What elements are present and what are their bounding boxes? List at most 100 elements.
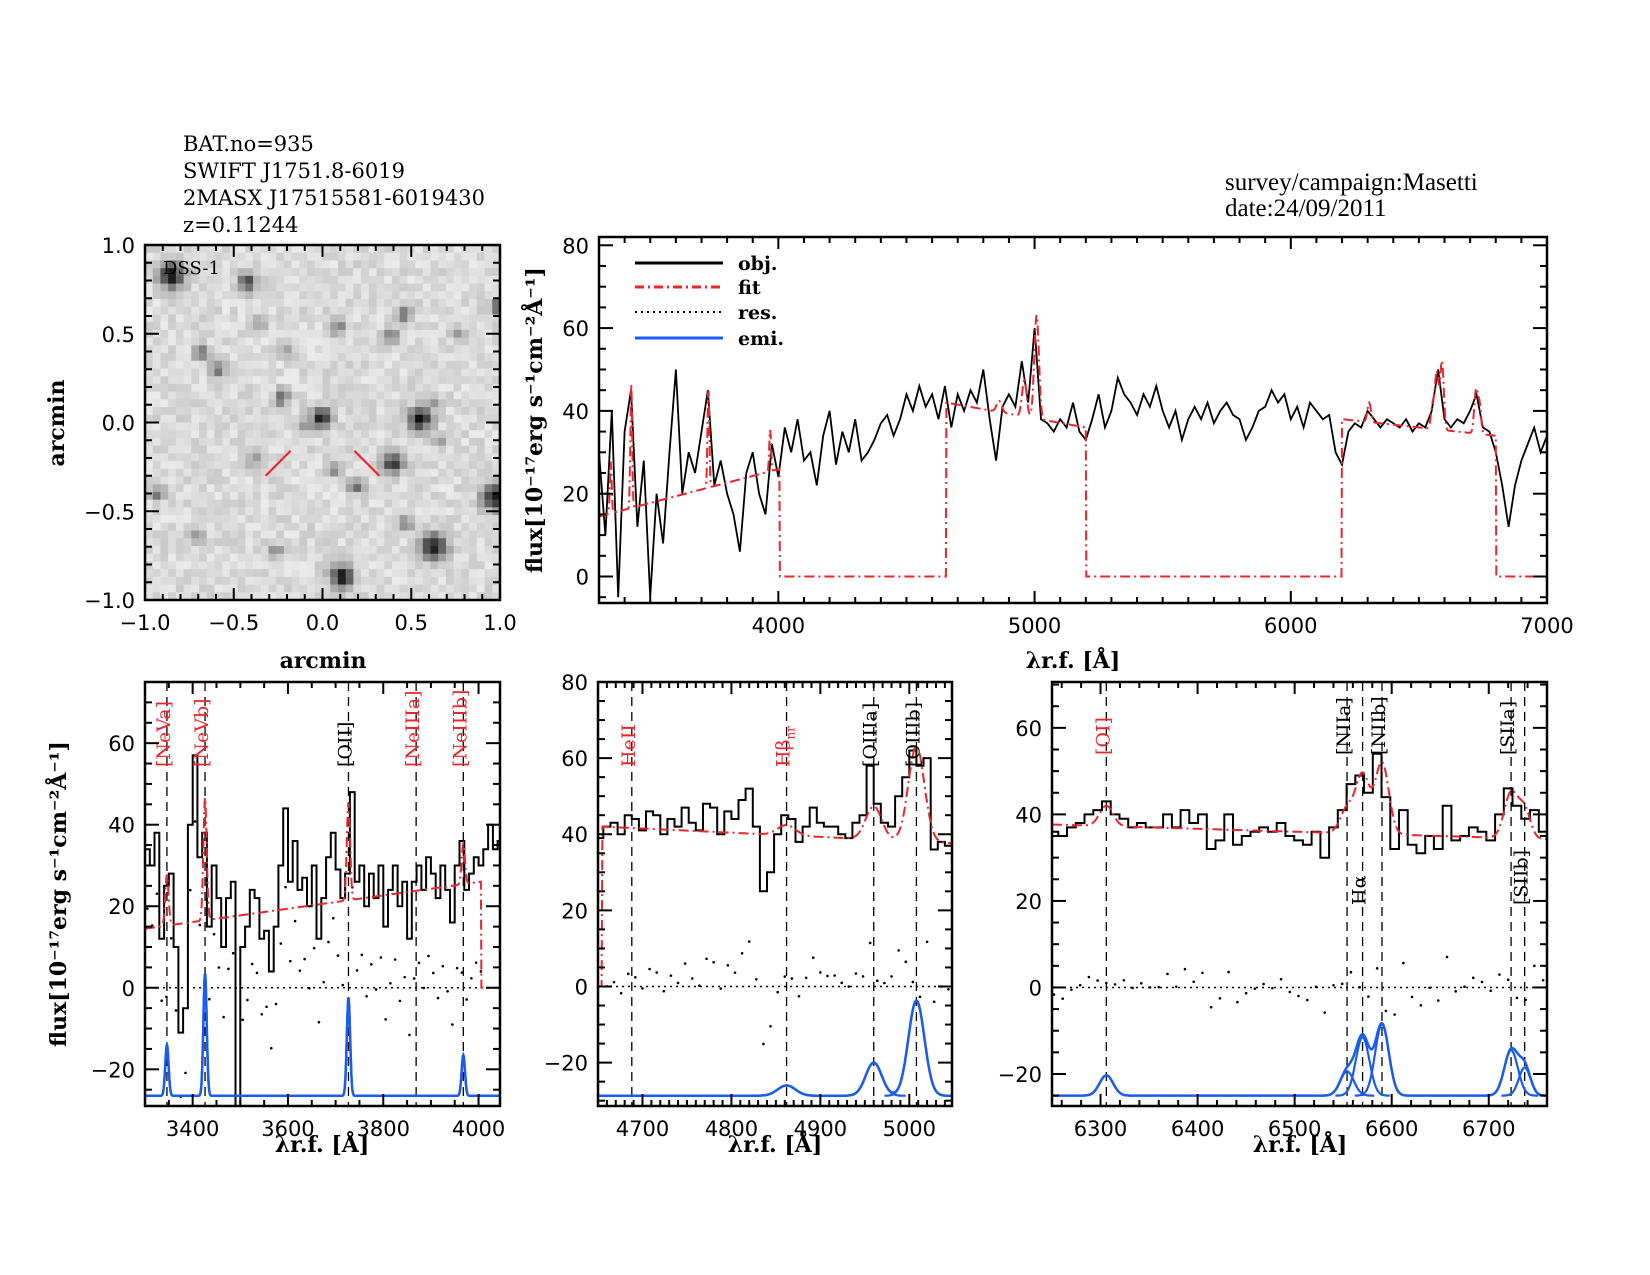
image-pixel — [291, 422, 300, 431]
residual-point — [868, 941, 872, 945]
image-pixel — [399, 260, 408, 269]
image-pixel — [229, 329, 239, 339]
image-pixel — [438, 291, 447, 300]
image-pixel — [469, 337, 478, 346]
image-pixel — [183, 337, 192, 346]
image-pixel — [314, 569, 323, 578]
image-pixel — [260, 299, 269, 308]
image-pixel — [453, 353, 462, 362]
image-pixel — [476, 283, 485, 292]
image-pixel — [368, 484, 377, 493]
image-pixel — [384, 353, 393, 362]
image-pixel — [245, 476, 254, 485]
image-pixel — [445, 268, 455, 277]
image-pixel — [469, 499, 478, 508]
image-pixel — [376, 468, 385, 477]
residual-point — [169, 936, 173, 940]
image-pixel — [430, 353, 439, 362]
image-pixel — [160, 260, 169, 269]
image-pixel — [206, 453, 215, 462]
image-pixel — [253, 592, 262, 601]
image-pixel — [422, 275, 431, 284]
image-pixel — [145, 306, 154, 315]
residual-point — [1253, 987, 1257, 990]
image-pixel — [245, 461, 254, 470]
image-pixel — [476, 530, 485, 539]
image-pixel — [199, 515, 208, 524]
image-pixel — [461, 437, 470, 447]
image-pixel — [314, 314, 323, 323]
line-label: [NeIIIa] — [402, 690, 424, 767]
image-pixel — [237, 283, 246, 292]
image-pixel — [484, 437, 493, 447]
image-pixel — [461, 538, 470, 547]
image-pixel — [484, 561, 493, 570]
image-pixel — [345, 545, 354, 555]
image-pixel — [476, 391, 485, 400]
image-pixel — [492, 306, 501, 315]
image-pixel — [237, 522, 246, 531]
image-pixel — [461, 515, 470, 524]
image-pixel — [391, 407, 401, 416]
image-pixel — [330, 476, 339, 485]
image-pixel — [461, 522, 470, 531]
image-pixel — [199, 522, 208, 531]
image-pixel — [384, 345, 393, 354]
residual-point — [293, 919, 297, 923]
image-pixel — [206, 437, 215, 447]
image-pixel — [191, 275, 200, 284]
image-pixel — [237, 260, 246, 269]
image-pixel — [438, 522, 447, 531]
image-pixel — [445, 360, 455, 369]
image-pixel — [345, 515, 354, 524]
image-pixel — [291, 553, 300, 562]
image-pixel — [453, 268, 462, 277]
image-pixel — [391, 491, 401, 501]
image-pixel — [407, 530, 416, 539]
image-pixel — [191, 453, 200, 462]
image-pixel — [330, 561, 339, 570]
image-pixel — [229, 368, 239, 377]
image-pixel — [422, 399, 431, 408]
y-tick-label: 0 — [1029, 976, 1042, 1000]
image-pixel — [253, 391, 262, 400]
image-pixel — [222, 399, 231, 408]
image-pixel — [276, 522, 285, 531]
image-pixel — [337, 430, 347, 439]
image-pixel — [322, 576, 331, 585]
image-pixel — [237, 314, 246, 323]
image-pixel — [453, 306, 462, 315]
image-pixel — [322, 322, 331, 331]
image-pixel — [415, 360, 424, 369]
image-pixel — [415, 461, 424, 470]
image-pixel — [314, 353, 323, 362]
y-tick-label: 40 — [561, 823, 588, 847]
image-pixel — [345, 353, 354, 362]
image-pixel — [492, 407, 501, 416]
image-pixel — [268, 252, 277, 261]
image-pixel — [206, 275, 215, 284]
image-pixel — [191, 515, 200, 524]
line-label: [OI] — [1092, 717, 1114, 755]
image-pixel — [361, 522, 370, 531]
image-pixel — [237, 499, 246, 508]
image-pixel — [345, 275, 354, 284]
image-pixel — [345, 491, 354, 501]
residual-point — [174, 1009, 178, 1012]
image-pixel — [245, 268, 254, 277]
image-pixel — [430, 368, 439, 377]
image-pixel — [229, 499, 239, 508]
image-pixel — [368, 283, 377, 292]
image-pixel — [299, 268, 308, 277]
image-pixel — [330, 422, 339, 431]
image-pixel — [399, 530, 408, 539]
image-pixel — [469, 576, 478, 585]
image-pixel — [430, 553, 439, 562]
image-pixel — [237, 445, 246, 454]
image-pixel — [415, 337, 424, 346]
image-pixel — [368, 252, 377, 261]
image-pixel — [438, 368, 447, 377]
image-pixel — [415, 569, 424, 578]
image-pixel — [469, 414, 478, 423]
